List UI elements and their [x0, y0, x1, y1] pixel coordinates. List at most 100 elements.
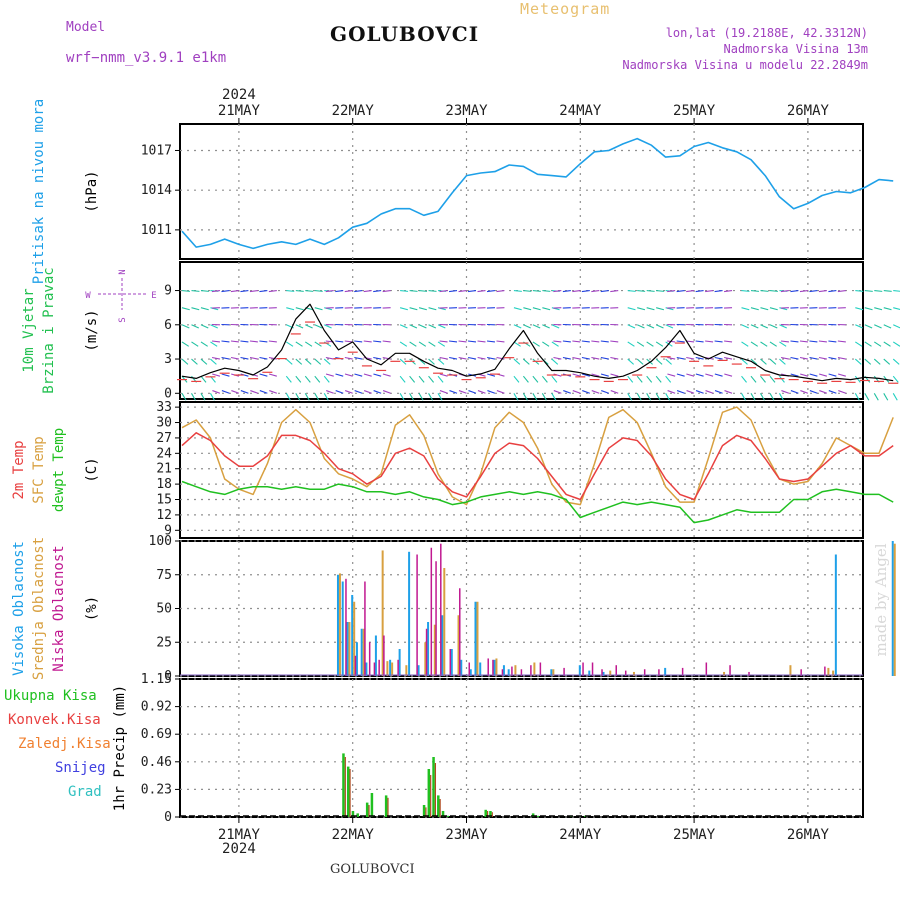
wind-barb	[542, 289, 551, 292]
y-tick-label: 100	[149, 534, 172, 549]
wind-barb	[883, 289, 892, 292]
wind-barb	[532, 307, 541, 311]
wind-barb	[581, 356, 590, 360]
wind-barb	[240, 373, 249, 377]
wind-barb	[354, 390, 363, 394]
wind-barb	[724, 340, 733, 343]
wind-barb	[637, 307, 646, 311]
wind-barb	[779, 341, 787, 347]
wind-barb	[200, 289, 209, 292]
precip-total-bar	[422, 805, 426, 817]
wind-barb	[314, 289, 323, 292]
panel-unit: (C)	[84, 457, 100, 482]
cloud-high-bar	[474, 601, 477, 676]
wind-barb	[610, 390, 619, 394]
wind-barb	[705, 340, 714, 343]
wind-barb	[496, 390, 505, 394]
cloud-low-bar	[624, 670, 627, 676]
wind-barb	[522, 375, 529, 383]
wind-barb	[285, 358, 293, 365]
wind-barb	[210, 324, 218, 329]
wind-barb	[610, 289, 619, 293]
wind-barb	[382, 289, 391, 293]
wind-barb	[269, 390, 278, 394]
cloud-mid-bar	[514, 665, 517, 676]
wind-barb	[221, 390, 230, 394]
precip-total-bar	[441, 811, 445, 817]
precip-conv-bar	[439, 799, 441, 817]
wind-barb	[399, 307, 408, 311]
wind-barb	[210, 358, 217, 365]
y-tick-label: 0	[164, 810, 172, 825]
wind-barb	[354, 289, 363, 293]
day-label-top: 23MAY	[445, 103, 488, 119]
wind-barb	[818, 289, 827, 293]
lonlat-label: lon,lat (19.2188E, 42.3312N)	[665, 26, 868, 40]
wind-barb	[769, 324, 778, 329]
wind-barb	[665, 393, 671, 401]
cloud-high-bar	[834, 554, 837, 676]
wind-barb	[240, 289, 249, 293]
wind-barb	[200, 358, 208, 365]
cloud-high-bar	[360, 628, 363, 676]
cloud-low-bar	[748, 671, 750, 676]
wind-barb	[513, 358, 521, 365]
y-tick-label: 18	[156, 477, 172, 492]
wind-barb	[883, 324, 892, 329]
wind-barb	[211, 340, 220, 343]
wind-barb	[335, 390, 344, 394]
wind-barb	[532, 341, 540, 347]
wind-barb	[769, 289, 778, 292]
cloud-low-bar	[487, 658, 489, 676]
y-tick-label: 21	[156, 462, 172, 477]
cloud-low-bar	[643, 669, 646, 676]
wind-barb	[210, 307, 219, 311]
wind-barb	[572, 390, 581, 394]
wind-barb	[240, 390, 249, 394]
wind-barb	[686, 289, 695, 293]
wind-barb	[259, 356, 268, 360]
panel-label-temp: SFC Temp	[31, 436, 47, 503]
wind-barb	[818, 356, 827, 360]
cloud-mid-bar	[348, 622, 351, 676]
cloud-mid-bar	[827, 667, 830, 676]
precip-total-bar	[427, 769, 431, 817]
wind-barb	[676, 356, 685, 360]
wind-barb	[779, 358, 786, 365]
y-tick-label: 6	[164, 318, 172, 333]
precip-conv-bar	[486, 811, 489, 817]
precip-conv-bar	[387, 797, 389, 817]
cloud-low-bar	[345, 578, 347, 676]
wind-barb	[892, 341, 900, 347]
y-tick-label: 75	[156, 568, 172, 583]
model-label: Model	[66, 20, 106, 35]
y-tick-label: 0.69	[141, 727, 172, 742]
wind-barb	[854, 358, 862, 365]
wind-barb	[363, 340, 372, 343]
compass-letter: S	[118, 317, 128, 322]
wind-barb	[542, 341, 550, 347]
precip-conv-bar	[425, 807, 427, 817]
wind-barb	[418, 307, 427, 311]
wind-barb	[714, 390, 723, 394]
wind-barb	[323, 393, 329, 401]
day-label-top: 25MAY	[673, 103, 716, 119]
model-elevation-label: Nadmorska Visina u modelu 22.2849m	[622, 58, 868, 72]
cloud-low-bar	[378, 659, 380, 676]
wind-barb	[286, 307, 295, 311]
day-label-bottom: 26MAY	[787, 827, 830, 843]
cloud-high-bar	[398, 649, 401, 676]
wind-barb	[838, 390, 847, 394]
wind-barb	[790, 390, 799, 394]
wind-barb	[581, 373, 590, 377]
y-tick-label: 0.92	[141, 700, 172, 715]
cloud-mid-bar	[609, 670, 612, 676]
wind-barb	[572, 289, 581, 293]
wind-barb	[799, 340, 808, 343]
wind-barb	[487, 390, 496, 394]
cloud-low-bar	[425, 628, 428, 676]
cloud-low-bar	[591, 662, 594, 676]
wind-barb	[295, 289, 304, 292]
wind-barb	[892, 375, 899, 383]
cloud-low-bar	[435, 561, 437, 676]
